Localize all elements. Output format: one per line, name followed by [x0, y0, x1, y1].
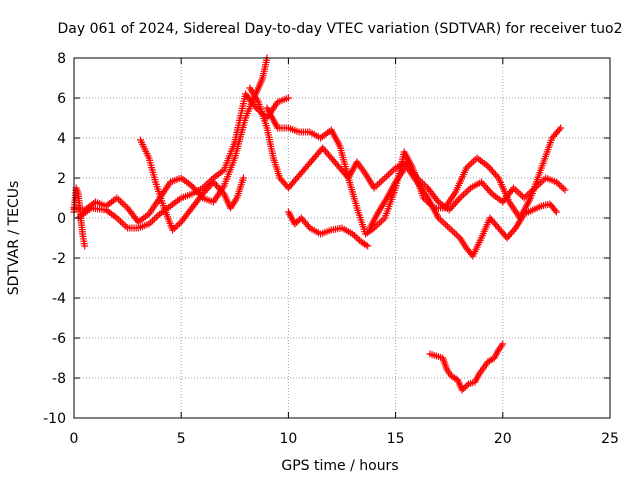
y-tick-label: 0: [57, 211, 66, 227]
x-tick-label: 5: [177, 431, 186, 447]
data-point-marker: [200, 188, 208, 196]
data-point-marker: [453, 197, 461, 205]
data-point-marker: [284, 94, 292, 102]
grid-lines: [74, 58, 610, 418]
data-point-marker: [212, 181, 220, 189]
chart-title: Day 061 of 2024, Sidereal Day-to-day VTE…: [57, 21, 622, 37]
data-point-marker: [175, 220, 183, 228]
data-series-track-7: [284, 208, 372, 250]
data-point-marker: [81, 242, 89, 250]
data-point-marker: [493, 172, 501, 180]
data-point-marker: [217, 187, 225, 195]
data-point-marker: [174, 221, 182, 229]
y-tick-label: -2: [52, 251, 66, 267]
data-point-marker: [485, 187, 493, 195]
data-point-marker: [349, 230, 357, 238]
y-tick-label: -8: [52, 371, 66, 387]
data-point-marker: [445, 206, 453, 214]
data-point-marker: [188, 182, 196, 190]
data-point-marker: [499, 340, 507, 348]
data-point-marker: [477, 178, 485, 186]
data-point-marker: [352, 233, 360, 241]
data-point-marker: [170, 224, 178, 232]
data-point-marker: [364, 242, 372, 250]
data-point-marker: [552, 208, 560, 216]
data-point-marker: [219, 188, 227, 196]
data-point-marker: [487, 165, 495, 173]
data-point-marker: [211, 180, 219, 188]
plot-frame: [73, 57, 611, 419]
data-point-marker: [555, 126, 563, 134]
data-point-marker: [350, 232, 358, 240]
data-point-marker: [488, 167, 496, 175]
y-axis-label: SDTVAR / TECUs: [6, 181, 22, 296]
data-point-marker: [484, 162, 492, 170]
data-point-marker: [554, 180, 562, 188]
y-tick-label: -6: [52, 331, 66, 347]
x-tick-label: 20: [494, 431, 512, 447]
data-series-track-8: [366, 162, 560, 260]
y-tick-label: -4: [52, 291, 66, 307]
data-point-marker: [557, 124, 565, 132]
data-point-marker: [294, 217, 302, 225]
data-point-marker: [556, 181, 564, 189]
y-tick-label: 8: [57, 51, 66, 67]
data-point-marker: [558, 183, 566, 191]
data-point-marker: [461, 383, 469, 391]
data-point-marker: [239, 174, 247, 182]
data-point-marker: [460, 385, 468, 392]
data-point-marker: [362, 241, 370, 249]
data-point-marker: [206, 181, 214, 189]
data-point-marker: [214, 183, 222, 191]
data-point-marker: [491, 171, 499, 179]
data-point-marker: [480, 181, 488, 189]
data-point-marker: [202, 187, 210, 195]
data-point-marker: [215, 185, 223, 193]
data-point-marker: [199, 190, 207, 198]
data-point-marker: [451, 199, 459, 207]
y-tick-label: 6: [57, 91, 66, 107]
y-tick-label: 4: [57, 131, 66, 147]
data-point-marker: [292, 219, 300, 226]
data-point-marker: [304, 222, 312, 230]
data-point-marker: [291, 220, 299, 228]
data-point-marker: [458, 386, 466, 394]
data-points: [70, 54, 569, 394]
axis-ticks: 0 5 10 15 20 25 -10 -8 -6 -4 -2 0 2 4 6 8: [43, 51, 619, 447]
data-point-marker: [551, 206, 559, 214]
data-series-track-9: [426, 340, 507, 394]
data-point-marker: [559, 184, 567, 192]
y-tick-label: -10: [43, 411, 66, 427]
x-tick-label: 15: [387, 431, 405, 447]
x-axis-label: GPS time / hours: [281, 458, 398, 474]
data-point-marker: [450, 201, 458, 209]
data-point-marker: [172, 223, 180, 231]
data-point-marker: [552, 178, 560, 186]
data-point-marker: [485, 164, 493, 172]
data-point-marker: [209, 178, 217, 186]
data-point-marker: [169, 226, 177, 234]
data-point-marker: [205, 183, 213, 191]
data-point-marker: [483, 185, 491, 193]
data-point-marker: [448, 203, 456, 211]
y-tick-label: 2: [57, 171, 66, 187]
data-series-track-4: [136, 136, 247, 234]
data-point-marker: [561, 186, 569, 194]
data-point-marker: [189, 184, 197, 192]
data-point-marker: [479, 180, 487, 188]
data-point-marker: [490, 169, 498, 177]
x-tick-label: 0: [70, 431, 79, 447]
data-point-marker: [482, 183, 490, 191]
data-point-marker: [454, 196, 462, 204]
data-point-marker: [203, 185, 211, 193]
data-point-marker: [510, 226, 518, 234]
data-point-marker: [487, 188, 495, 196]
data-point-marker: [463, 382, 471, 389]
data-point-marker: [354, 235, 362, 243]
x-tick-label: 10: [279, 431, 297, 447]
x-tick-label: 25: [601, 431, 619, 447]
